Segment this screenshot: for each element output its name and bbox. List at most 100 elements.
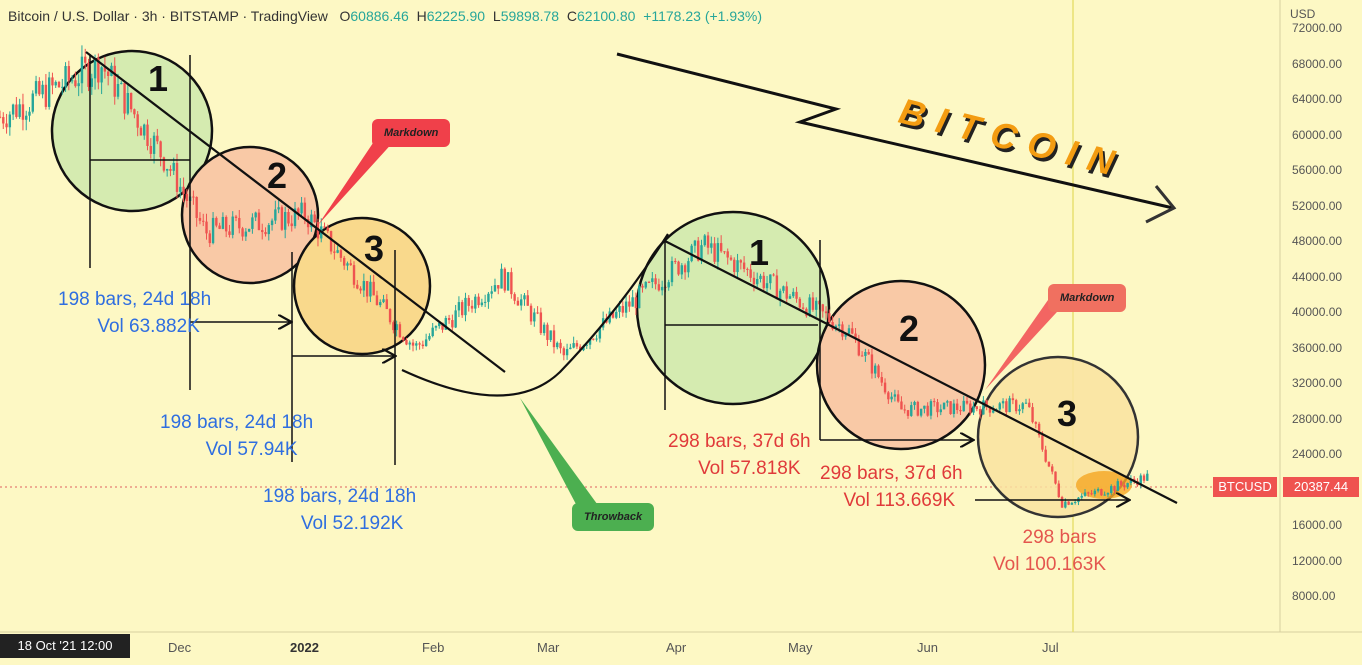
cycle-circle-2b[interactable] xyxy=(815,279,987,451)
candle-body xyxy=(497,285,500,289)
trendline-b[interactable] xyxy=(662,239,1178,504)
throwback-arc[interactable] xyxy=(401,233,669,397)
candle-body xyxy=(942,402,946,410)
markdown-bubble-1[interactable]: Markdown xyxy=(372,119,451,147)
candle-body xyxy=(533,312,536,322)
candle-body xyxy=(870,354,874,374)
candle-body xyxy=(549,330,552,340)
candle-body xyxy=(1041,435,1044,450)
candle-body xyxy=(31,93,34,112)
candle-body xyxy=(339,250,343,258)
candle-body xyxy=(723,251,726,253)
candle-body xyxy=(1047,461,1051,467)
candle-body xyxy=(365,281,369,297)
candle-body xyxy=(195,197,198,218)
candle-body xyxy=(660,286,664,291)
candle-body xyxy=(1005,401,1008,413)
candle-body xyxy=(224,216,228,232)
candle-body xyxy=(84,56,87,63)
candle-body xyxy=(657,284,661,291)
candle-body xyxy=(824,311,828,314)
candle-body xyxy=(205,221,208,234)
candle-body xyxy=(998,403,1001,410)
candle-body xyxy=(398,324,402,338)
cycle-circle-3a[interactable] xyxy=(292,216,432,356)
bitcoin-trend-arrow[interactable] xyxy=(616,52,1174,210)
interval[interactable]: 3h xyxy=(141,8,158,24)
candle-body xyxy=(765,283,769,289)
candle-body xyxy=(552,330,556,348)
candle-body xyxy=(677,261,680,275)
candle-body xyxy=(1024,402,1028,404)
markdown-bubble-2[interactable]: Markdown xyxy=(1048,284,1127,312)
candle-body xyxy=(54,81,57,86)
candle-body xyxy=(375,295,379,306)
candle-body xyxy=(267,225,270,235)
candle-body xyxy=(572,343,575,348)
candle-body xyxy=(683,265,687,273)
candle-body xyxy=(274,209,277,221)
price-tick-label: 32000.00 xyxy=(1292,376,1343,390)
candle-body xyxy=(244,231,248,237)
candle-body xyxy=(946,401,949,403)
candle-body xyxy=(454,310,457,328)
candle-body xyxy=(1011,398,1015,401)
candle-body xyxy=(628,301,631,307)
candle-body xyxy=(185,193,189,201)
candle-body xyxy=(113,65,116,97)
candle-body xyxy=(8,114,12,128)
candle-body xyxy=(474,296,477,309)
throwback-bubble[interactable]: Throwback xyxy=(572,503,655,531)
candle-body xyxy=(431,327,434,337)
time-label-mar: Mar xyxy=(537,640,560,655)
time-label-may: May xyxy=(788,640,813,655)
candle-body xyxy=(680,265,684,275)
candle-body xyxy=(0,116,2,118)
candle-body xyxy=(388,309,392,323)
candle-body xyxy=(1028,402,1031,408)
candle-body xyxy=(1142,475,1146,481)
circle-number-3a: 3 xyxy=(364,228,385,269)
candle-body xyxy=(893,394,897,397)
candle-body xyxy=(503,268,507,291)
candle-body xyxy=(198,217,202,221)
candle-body xyxy=(359,288,362,291)
candle-body xyxy=(697,240,700,261)
candle-body xyxy=(900,401,903,410)
candle-body xyxy=(490,291,493,294)
cycle-circle-2a[interactable] xyxy=(180,145,320,285)
trendline-a[interactable] xyxy=(85,51,506,373)
candle-body xyxy=(588,338,592,345)
candle-body xyxy=(536,312,539,314)
price-tick-label: 16000.00 xyxy=(1292,518,1343,532)
candle-body xyxy=(116,83,120,97)
candle-body xyxy=(913,401,916,406)
candle-body xyxy=(972,406,975,413)
candle-body xyxy=(25,115,28,120)
price-axis-panel[interactable] xyxy=(1280,0,1362,665)
candle-body xyxy=(936,402,939,413)
candle-body xyxy=(965,400,969,404)
candle-body xyxy=(690,245,693,262)
candle-body xyxy=(867,351,870,355)
candle-body xyxy=(670,261,674,283)
annotation-a3: 198 bars, 24d 18h Vol 52.192K xyxy=(263,486,417,534)
candle-body xyxy=(120,83,123,85)
candle-body xyxy=(152,135,156,154)
platform: TradingView xyxy=(250,8,328,24)
candle-body xyxy=(221,216,225,229)
candle-body xyxy=(106,71,110,76)
candle-body xyxy=(569,347,572,350)
circle-number-1b: 1 xyxy=(749,232,770,273)
candle-body xyxy=(87,62,90,87)
price-tick-label: 24000.00 xyxy=(1292,447,1343,461)
candle-body xyxy=(975,406,979,410)
candle-body xyxy=(139,127,143,136)
circle-number-2a: 2 xyxy=(267,155,288,196)
candle-body xyxy=(769,274,772,284)
candle-body xyxy=(261,230,264,233)
symbol-name[interactable]: Bitcoin / U.S. Dollar xyxy=(8,8,130,24)
candle-body xyxy=(1044,449,1047,462)
candle-body xyxy=(172,162,175,171)
